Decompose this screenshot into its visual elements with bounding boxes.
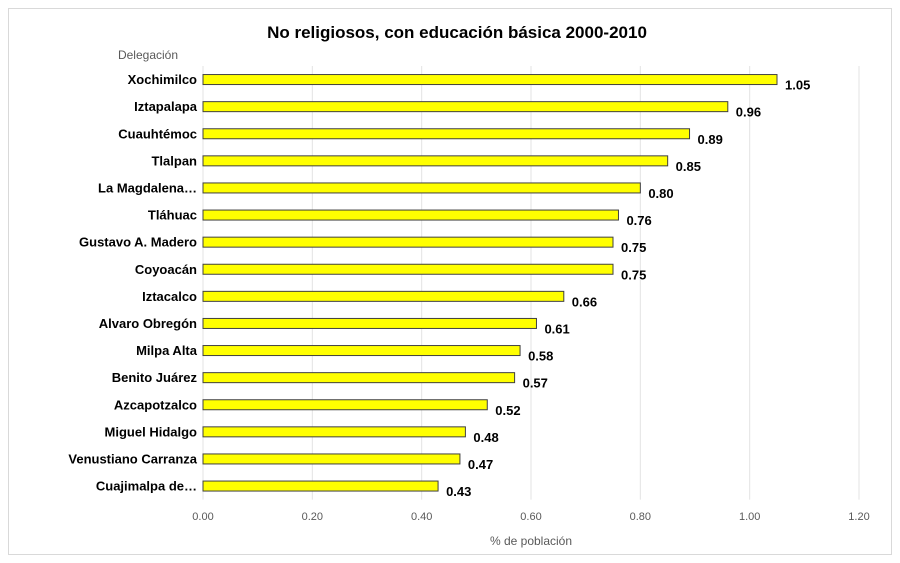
bar xyxy=(202,209,619,221)
category-label: Iztacalco xyxy=(142,289,197,304)
x-axis-title: % de población xyxy=(490,534,572,548)
bar xyxy=(202,372,516,384)
category-label: Tlalpan xyxy=(151,153,197,168)
x-tick-labels: 0.00 0.20 0.40 0.60 0.80 1.00 1.20 xyxy=(192,511,869,523)
x-tick-label: 0.80 xyxy=(630,511,651,523)
category-label: Miguel Hidalgo xyxy=(105,424,198,439)
data-label: 0.89 xyxy=(698,132,723,147)
category-label: La Magdalena… xyxy=(98,180,197,195)
x-tick-label: 0.40 xyxy=(411,511,432,523)
data-label: 0.43 xyxy=(446,484,471,499)
bar xyxy=(202,290,565,302)
data-label: 0.61 xyxy=(544,321,569,336)
category-label: Milpa Alta xyxy=(136,343,198,358)
x-tick-label: 0.60 xyxy=(520,511,541,523)
bar xyxy=(202,236,614,248)
bar xyxy=(202,480,439,492)
category-label: Venustiano Carranza xyxy=(68,451,197,466)
category-label: Gustavo A. Madero xyxy=(79,235,197,250)
bar xyxy=(202,128,691,140)
y-axis-title: Delegación xyxy=(118,48,178,62)
category-labels: Xochimilco Iztapalapa Cuauhtémoc Tlalpan La … xyxy=(68,72,198,494)
data-label: 0.52 xyxy=(495,403,520,418)
bar xyxy=(202,74,778,86)
data-label: 0.58 xyxy=(528,349,553,364)
x-tick-label: 1.00 xyxy=(739,511,760,523)
data-label: 0.75 xyxy=(621,240,646,255)
value-labels: 1.05 0.96 0.89 0.850.80 0.76 0.75 0.75 0.660.61… xyxy=(446,78,810,499)
data-label: 0.80 xyxy=(648,186,673,201)
bar xyxy=(202,453,461,465)
data-label: 0.85 xyxy=(676,159,701,174)
x-tick-label: 0.20 xyxy=(302,511,323,523)
category-label: Cuauhtémoc xyxy=(118,126,197,141)
bars xyxy=(202,74,778,492)
data-label: 0.66 xyxy=(572,294,597,309)
category-label: Xochimilco xyxy=(128,72,197,87)
category-label: Alvaro Obregón xyxy=(99,316,197,331)
bar xyxy=(202,426,466,438)
category-label: Tláhuac xyxy=(148,208,197,223)
x-tick-label: 0.00 xyxy=(192,511,213,523)
category-label: Cuajimalpa de… xyxy=(96,479,197,494)
category-label: Benito Juárez xyxy=(112,370,198,385)
category-label: Azcapotzalco xyxy=(114,397,197,412)
data-label: 1.05 xyxy=(785,78,810,93)
bar xyxy=(202,263,614,275)
bar xyxy=(202,182,641,194)
data-label: 0.48 xyxy=(473,430,498,445)
data-label: 0.47 xyxy=(468,457,493,472)
data-label: 0.57 xyxy=(523,376,548,391)
bar xyxy=(202,101,729,113)
data-label: 0.76 xyxy=(626,213,651,228)
x-tick-label: 1.20 xyxy=(848,511,869,523)
bar xyxy=(202,317,537,329)
data-label: 0.75 xyxy=(621,267,646,282)
bar xyxy=(202,345,521,357)
category-label: Iztapalapa xyxy=(134,99,198,114)
data-label: 0.96 xyxy=(736,105,761,120)
bar xyxy=(202,399,488,411)
bar xyxy=(202,155,669,167)
category-label: Coyoacán xyxy=(135,262,197,277)
chart-title: No religiosos, con educación básica 2000… xyxy=(267,23,647,42)
